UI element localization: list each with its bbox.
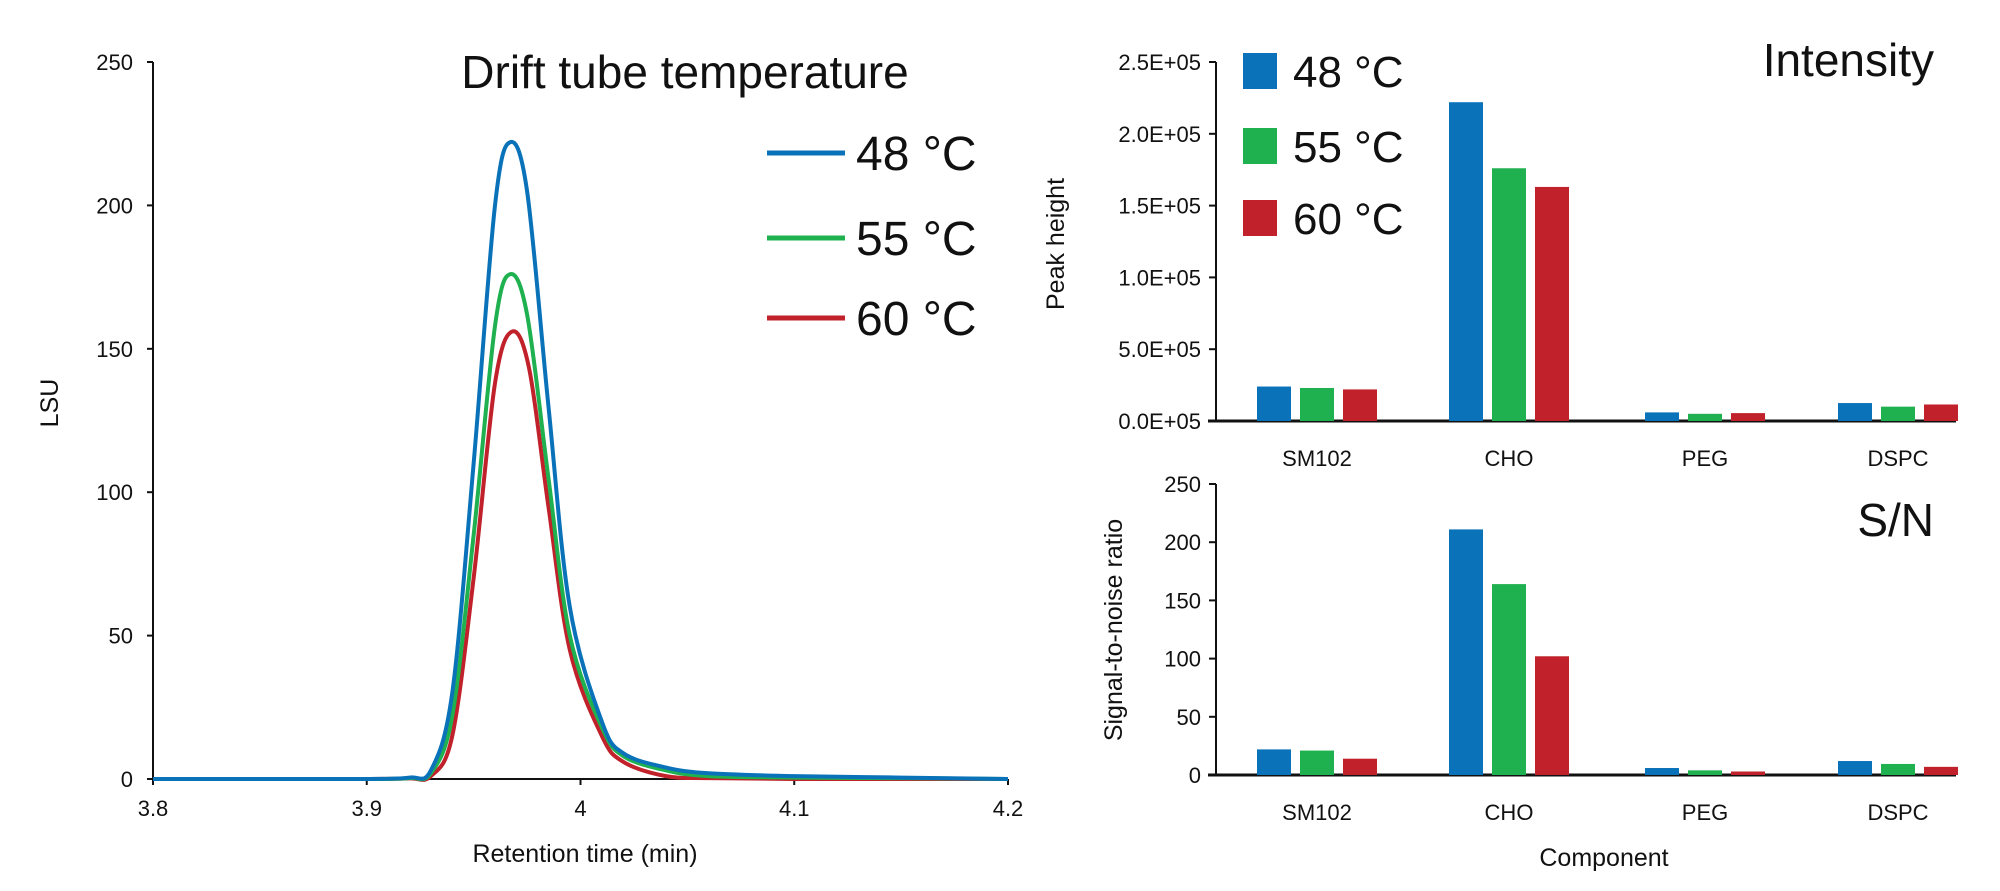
x-axis-label: Component [1539, 844, 1668, 872]
category-label: SM102 [1282, 446, 1352, 471]
bar-cho-60 [1535, 186, 1569, 421]
bar-sm102-55 [1300, 750, 1334, 775]
series-line-48 [153, 139, 1009, 782]
legend-swatch-55 [1243, 128, 1277, 164]
y-tick-label: 150 [1164, 588, 1201, 613]
category-label: DSPC [1867, 800, 1928, 825]
bar-dspc-60 [1924, 766, 1958, 775]
y-tick-label: 0 [121, 767, 133, 792]
x-tick-label: 3.8 [138, 796, 169, 821]
bar-dspc-60 [1924, 404, 1958, 421]
x-tick-label: 4 [574, 796, 586, 821]
y-tick-label: 2.0E+05 [1118, 122, 1201, 147]
y-tick-label: 2.5E+05 [1118, 50, 1201, 75]
bar-sm102-60 [1343, 389, 1377, 421]
bar-peg-60 [1731, 771, 1765, 775]
category-label: SM102 [1282, 800, 1352, 825]
bar-dspc-48 [1838, 761, 1872, 775]
legend-swatch-48 [1243, 53, 1277, 89]
bar-peg-60 [1731, 413, 1765, 421]
y-tick-label: 50 [1177, 705, 1201, 730]
bar-peg-55 [1688, 413, 1722, 421]
y-tick-label: 50 [109, 624, 133, 649]
category-label: CHO [1485, 800, 1534, 825]
sn-bar-chart: S/N Component Signal-to-noise ratio 0 50 1… [1100, 472, 1958, 872]
bar-dspc-55 [1881, 763, 1915, 775]
bar-dspc-55 [1881, 406, 1915, 421]
bar-peg-48 [1645, 768, 1679, 775]
y-tick-label: 200 [96, 193, 133, 218]
bar-sm102-48 [1257, 749, 1291, 775]
category-label: PEG [1682, 446, 1728, 471]
legend-swatch-60 [1243, 200, 1277, 236]
intensity-bar-chart: Intensity Peak height 0.0E+05 5.0E+05 1.0E… [1042, 34, 1958, 471]
legend-label: 48 °C [1293, 48, 1404, 97]
category-label: CHO [1485, 446, 1534, 471]
legend-label: 55 °C [1293, 123, 1404, 172]
y-axis-label: Signal-to-noise ratio [1100, 519, 1128, 741]
legend-label: 60 °C [856, 293, 977, 346]
x-tick-label: 3.9 [351, 796, 382, 821]
y-tick-label: 100 [1164, 647, 1201, 672]
y-axis-label: Peak height [1042, 178, 1070, 310]
y-tick-label: 1.0E+05 [1118, 265, 1201, 290]
y-tick-label: 0.0E+05 [1118, 409, 1201, 434]
y-tick-label: 250 [1164, 472, 1201, 497]
bar-cho-55 [1492, 584, 1526, 775]
bar-peg-48 [1645, 412, 1679, 421]
legend-label: 48 °C [856, 128, 977, 181]
bar-cho-60 [1535, 656, 1569, 775]
intensity-title: Intensity [1763, 34, 1934, 86]
y-tick-label: 250 [96, 50, 133, 75]
category-label: DSPC [1867, 446, 1928, 471]
y-axis-label: LSU [36, 379, 64, 428]
chromatogram-title: Drift tube temperature [461, 46, 908, 98]
y-tick-label: 150 [96, 337, 133, 362]
y-tick-label: 200 [1164, 530, 1201, 555]
bar-sm102-60 [1343, 758, 1377, 775]
bar-sm102-55 [1300, 387, 1334, 421]
x-tick-label: 4.2 [993, 796, 1024, 821]
category-label: PEG [1682, 800, 1728, 825]
y-tick-label: 1.5E+05 [1118, 194, 1201, 219]
bar-cho-48 [1449, 102, 1483, 421]
sn-title: S/N [1857, 494, 1934, 546]
x-tick-label: 4.1 [779, 796, 810, 821]
chromatogram-chart: Drift tube temperature Retention time (m… [36, 46, 1023, 868]
series-line-60 [153, 329, 1008, 782]
bar-cho-55 [1492, 168, 1526, 421]
bar-dspc-48 [1838, 403, 1872, 421]
legend-label: 55 °C [856, 213, 977, 266]
bar-cho-48 [1449, 529, 1483, 775]
legend-label: 60 °C [1293, 195, 1404, 244]
y-tick-label: 5.0E+05 [1118, 337, 1201, 362]
series-line-55 [153, 272, 1009, 782]
bar-peg-55 [1688, 770, 1722, 775]
x-axis-label: Retention time (min) [472, 840, 697, 868]
y-tick-label: 0 [1189, 763, 1201, 788]
bar-sm102-48 [1257, 386, 1291, 421]
y-tick-label: 100 [96, 480, 133, 505]
